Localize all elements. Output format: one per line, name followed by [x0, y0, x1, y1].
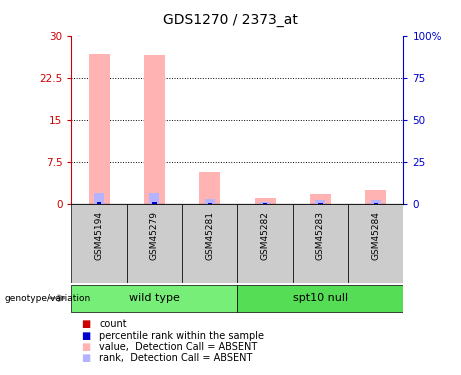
Bar: [310, 194, 331, 204]
Text: spt10 null: spt10 null: [293, 293, 348, 303]
Bar: [205, 199, 215, 204]
Bar: [254, 198, 276, 204]
Text: ■: ■: [81, 342, 90, 352]
Bar: [89, 54, 110, 204]
Bar: [144, 56, 165, 204]
Text: GSM45281: GSM45281: [205, 211, 214, 260]
Bar: [293, 204, 348, 283]
Text: GSM45194: GSM45194: [95, 211, 104, 260]
Bar: [182, 204, 237, 283]
Text: GSM45283: GSM45283: [316, 211, 325, 260]
Text: GSM45282: GSM45282: [260, 211, 270, 260]
Bar: [152, 202, 157, 204]
Bar: [260, 202, 270, 204]
Bar: [371, 201, 381, 204]
Text: GSM45279: GSM45279: [150, 211, 159, 260]
Bar: [263, 203, 267, 204]
Bar: [365, 190, 386, 204]
Bar: [97, 202, 101, 204]
Text: wild type: wild type: [129, 293, 180, 303]
Bar: [207, 203, 212, 204]
Bar: [315, 201, 325, 204]
Text: percentile rank within the sample: percentile rank within the sample: [99, 331, 264, 340]
Text: GDS1270 / 2373_at: GDS1270 / 2373_at: [163, 13, 298, 27]
Bar: [71, 285, 237, 312]
Bar: [237, 204, 293, 283]
Bar: [373, 203, 378, 204]
Bar: [199, 172, 220, 204]
Text: value,  Detection Call = ABSENT: value, Detection Call = ABSENT: [99, 342, 257, 352]
Bar: [348, 204, 403, 283]
Text: ■: ■: [81, 353, 90, 363]
Text: ■: ■: [81, 331, 90, 340]
Bar: [94, 193, 104, 204]
Bar: [71, 204, 127, 283]
Bar: [318, 203, 323, 204]
Text: genotype/variation: genotype/variation: [5, 294, 91, 303]
Text: count: count: [99, 320, 127, 329]
Text: ■: ■: [81, 320, 90, 329]
Bar: [149, 193, 160, 204]
Bar: [237, 285, 403, 312]
Text: GSM45284: GSM45284: [371, 211, 380, 260]
Text: rank,  Detection Call = ABSENT: rank, Detection Call = ABSENT: [99, 353, 253, 363]
Bar: [127, 204, 182, 283]
